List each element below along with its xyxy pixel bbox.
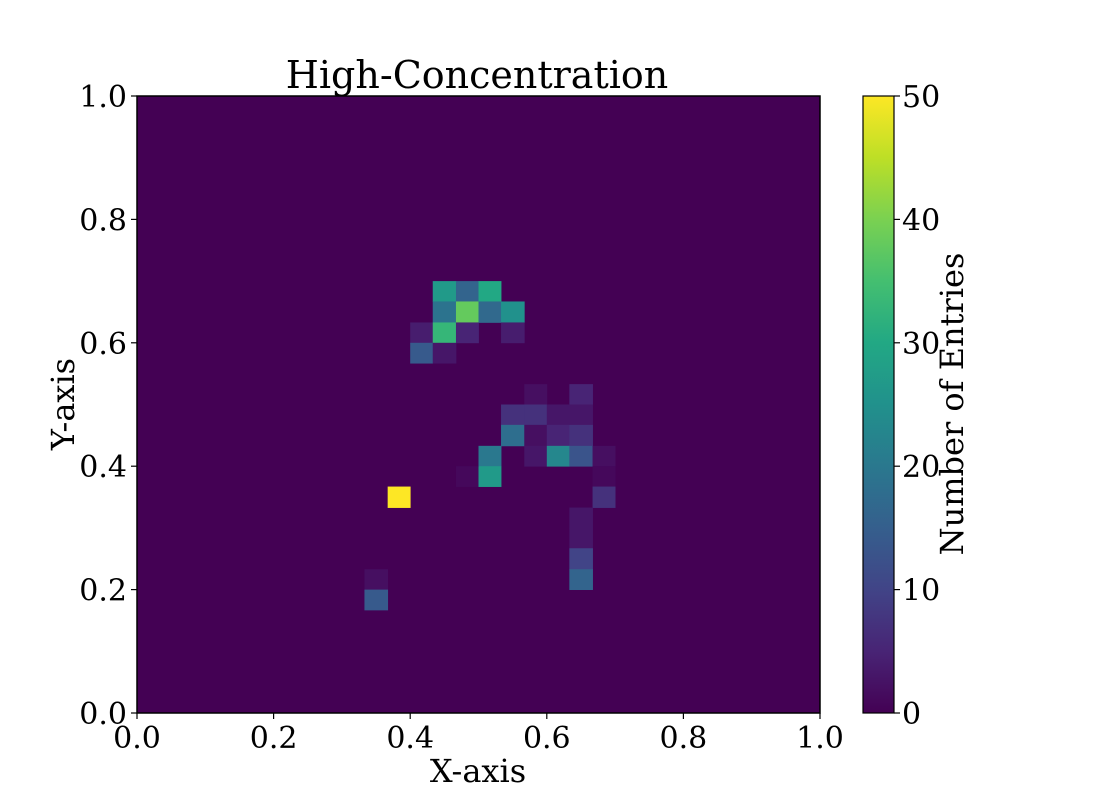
- heatmap-cell: [569, 507, 593, 529]
- heatmap-cell: [592, 445, 616, 467]
- heatmap-cell: [455, 281, 479, 302]
- plot-area: [136, 95, 821, 714]
- heatmap-cells: [364, 281, 616, 611]
- colorbar-tick-label: 0: [902, 697, 921, 732]
- y-tick-label: 0.6: [79, 327, 127, 362]
- y-tick-label: 0.0: [79, 697, 127, 732]
- chart-title: High-Concentration: [286, 53, 668, 97]
- x-tick-label: 0.0: [113, 721, 161, 756]
- heatmap-cell: [546, 445, 570, 467]
- y-tick-label: 1.0: [79, 80, 127, 115]
- colorbar-tick-label: 30: [902, 327, 940, 362]
- colorbar-label: Number of Entries: [933, 253, 971, 556]
- heatmap-cell: [569, 404, 593, 426]
- heatmap-cell: [478, 466, 502, 487]
- heatmap-cell: [455, 322, 479, 344]
- y-tick-label: 0.2: [79, 574, 127, 609]
- heatmap-cell: [455, 466, 479, 487]
- heatmap-cell: [592, 486, 616, 508]
- y-axis-ticks: 0.0 0.2 0.4 0.6 0.8 1.0: [79, 80, 137, 732]
- heatmap-cell: [592, 466, 616, 487]
- heatmap-cell: [387, 486, 411, 508]
- heatmap-cell: [524, 424, 548, 447]
- x-tick-label: 0.4: [386, 721, 434, 756]
- heatmap-cell: [569, 445, 593, 467]
- heatmap-cell: [364, 589, 389, 611]
- heatmap-cell: [524, 445, 548, 467]
- colorbar-tick-label: 20: [902, 450, 940, 485]
- y-tick-label: 0.8: [79, 203, 127, 238]
- heatmap-cell: [364, 569, 389, 590]
- colorbar-tick-label: 40: [902, 203, 940, 238]
- heatmap-cell: [546, 404, 570, 426]
- x-tick-label: 0.2: [250, 721, 298, 756]
- heatmap-cell: [410, 342, 434, 364]
- x-tick-label: 0.6: [523, 721, 571, 756]
- colorbar-gradient: [862, 95, 895, 714]
- heatmap-cell: [478, 281, 502, 302]
- heatmap-cell: [501, 301, 525, 323]
- heatmap-cell: [432, 281, 457, 302]
- x-axis-label: X-axis: [430, 752, 526, 790]
- heatmap-cell: [524, 384, 548, 405]
- x-tick-label: 0.8: [660, 721, 708, 756]
- heatmap-cell: [569, 569, 593, 590]
- x-axis-ticks: 0.0 0.2 0.4 0.6 0.8 1.0: [113, 713, 844, 756]
- heatmap-cell: [455, 301, 479, 323]
- heatmap-background: [137, 96, 820, 713]
- x-tick-label: 1.0: [796, 721, 844, 756]
- plot-frame: [136, 95, 821, 714]
- heatmap-cell: [432, 322, 457, 344]
- heatmap-cell: [546, 424, 570, 447]
- heatmap-cell: [501, 404, 525, 426]
- heatmap-cell: [569, 424, 593, 447]
- heatmap-cell: [410, 322, 434, 344]
- heatmap-cell: [524, 404, 548, 426]
- heatmap-cell: [501, 424, 525, 447]
- colorbar-ticks: 0 10 20 30 40 50: [894, 80, 940, 732]
- colorbar-tick-label: 50: [902, 80, 940, 115]
- heatmap-cell: [569, 527, 593, 549]
- y-axis-label: Y-axis: [44, 358, 82, 451]
- heatmap-cell: [478, 445, 502, 467]
- y-tick-label: 0.4: [79, 450, 127, 485]
- heatmap-cell: [569, 548, 593, 570]
- heatmap-cell: [501, 322, 525, 344]
- heatmap-cell: [569, 384, 593, 405]
- colorbar: 0 10 20 30 40 50 Number of Entries: [862, 80, 971, 732]
- heatmap-cell: [478, 301, 502, 323]
- heatmap-cell: [432, 301, 457, 323]
- heatmap-cell: [432, 342, 457, 364]
- colorbar-tick-label: 10: [902, 574, 940, 609]
